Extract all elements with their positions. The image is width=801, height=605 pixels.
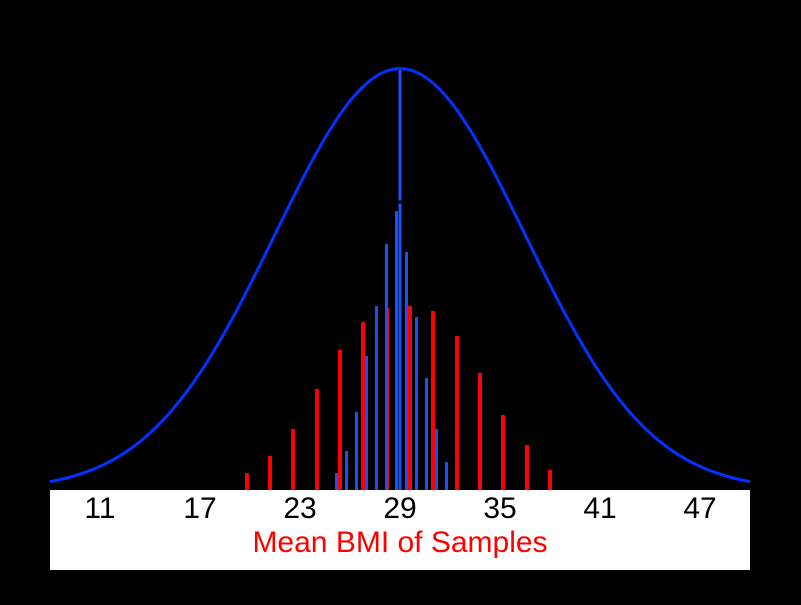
blue-bar xyxy=(335,473,338,490)
red-bar xyxy=(268,456,272,490)
blue-bar xyxy=(405,252,408,490)
blue-bar xyxy=(375,306,378,490)
red-bar xyxy=(478,373,482,490)
x-axis-band: 11 17 23 29 35 41 47 Mean BMI of Samples xyxy=(50,490,750,570)
red-bar xyxy=(408,306,412,490)
red-bar xyxy=(525,445,529,490)
red-bar xyxy=(338,350,342,490)
blue-bar xyxy=(355,412,358,490)
blue-bar xyxy=(435,429,438,490)
x-axis-label: Mean BMI of Samples xyxy=(50,526,750,560)
blue-bar xyxy=(445,462,448,490)
red-bar xyxy=(501,415,505,490)
x-tick-label: 29 xyxy=(383,492,416,526)
x-tick-label: 41 xyxy=(583,492,616,526)
x-tick-label: 17 xyxy=(183,492,216,526)
x-tick-label: 11 xyxy=(84,492,115,526)
curves-svg xyxy=(50,60,750,490)
blue-bar xyxy=(425,378,428,490)
red-bar xyxy=(548,470,552,490)
red-bar xyxy=(245,473,249,490)
chart-plot-area xyxy=(50,60,750,490)
red-bar xyxy=(315,389,319,490)
red-bar xyxy=(455,336,459,490)
blue-bar xyxy=(395,211,398,491)
blue-bar xyxy=(345,451,348,490)
blue-bar xyxy=(385,244,388,490)
blue-bar xyxy=(365,356,368,490)
x-tick-label: 35 xyxy=(483,492,516,526)
blue-bar xyxy=(415,317,418,490)
x-tick-label: 23 xyxy=(283,492,316,526)
x-tick-label: 47 xyxy=(683,492,716,526)
red-bar xyxy=(291,429,295,490)
